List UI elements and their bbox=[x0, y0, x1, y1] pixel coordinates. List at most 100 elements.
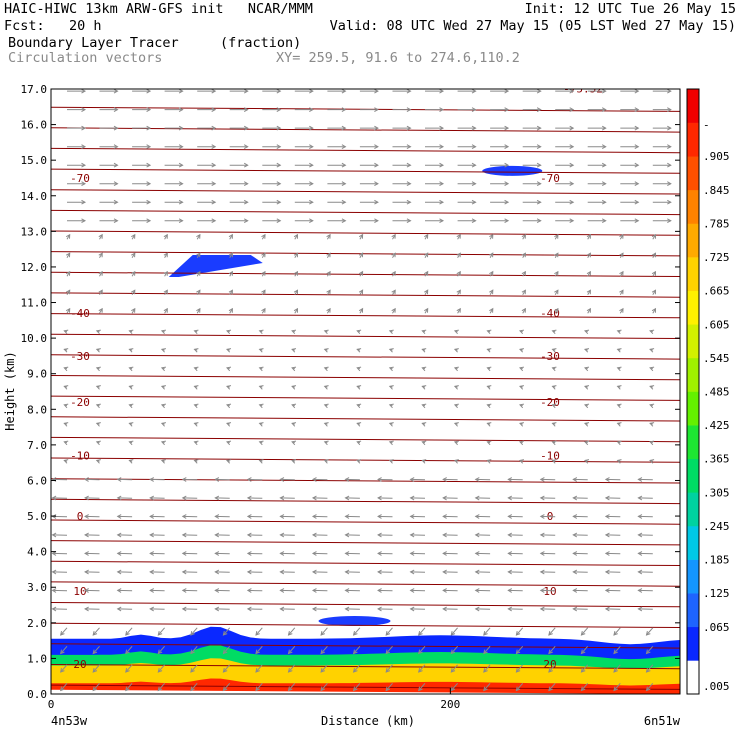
isotherm-line bbox=[51, 519, 680, 525]
circulation-vector-head bbox=[601, 89, 607, 94]
circulation-vector-head bbox=[279, 569, 285, 575]
circulation-vector-head bbox=[309, 218, 314, 224]
circulation-vector-head bbox=[388, 440, 394, 446]
circulation-vector-head bbox=[645, 630, 651, 636]
isotherm-label: -10 bbox=[70, 450, 90, 463]
circulation-vector-head bbox=[374, 181, 379, 187]
circulation-vector-head bbox=[279, 551, 285, 556]
circulation-vector-head bbox=[486, 348, 492, 353]
circulation-vector-head bbox=[320, 686, 325, 692]
circulation-vector-head bbox=[604, 495, 610, 501]
circulation-vector-head bbox=[548, 630, 553, 636]
circulation-vector-head bbox=[616, 403, 622, 409]
circulation-vector-head bbox=[276, 107, 282, 113]
circulation-vector-head bbox=[439, 89, 445, 94]
circulation-vector-head bbox=[341, 125, 347, 131]
circulation-vector-head bbox=[507, 514, 513, 519]
circulation-vector-head bbox=[519, 366, 524, 372]
circulation-vector-head bbox=[358, 252, 364, 258]
circulation-vector-head bbox=[388, 422, 394, 427]
circulation-vector-head bbox=[649, 348, 655, 353]
circulation-vector-head bbox=[456, 289, 461, 295]
circulation-vector-head bbox=[613, 630, 618, 636]
circulation-vector-head bbox=[439, 181, 445, 187]
isotherm-label: 10 bbox=[73, 585, 86, 598]
circulation-vector-head bbox=[116, 532, 122, 538]
circulation-vector bbox=[548, 627, 556, 636]
circulation-vector-head bbox=[645, 686, 651, 692]
circulation-vector-head bbox=[580, 649, 586, 655]
circulation-vector-head bbox=[63, 459, 69, 464]
circulation-vector-head bbox=[196, 252, 201, 258]
circulation-vector-head bbox=[651, 307, 657, 313]
circulation-vector-head bbox=[51, 588, 57, 593]
circulation-vector bbox=[190, 627, 198, 636]
circulation-vector bbox=[353, 627, 361, 636]
circulation-vector-head bbox=[320, 649, 325, 655]
circulation-vector-head bbox=[515, 649, 521, 655]
circulation-vector-head bbox=[128, 385, 134, 390]
circulation-vector-head bbox=[551, 366, 557, 372]
circulation-vector-head bbox=[515, 686, 521, 692]
circulation-vector-head bbox=[326, 233, 331, 239]
circulation-vector-head bbox=[84, 588, 89, 593]
circulation-vector-head bbox=[323, 329, 329, 335]
circulation-vector-head bbox=[377, 495, 382, 501]
circulation-vector bbox=[60, 627, 68, 636]
circulation-vector-head bbox=[471, 144, 477, 150]
y-tick-label: 10.0 bbox=[21, 332, 48, 345]
circulation-vector-head bbox=[352, 686, 358, 692]
circulation-vector-head bbox=[539, 514, 545, 519]
circulation-vector-head bbox=[81, 218, 87, 224]
circulation-vector-head bbox=[483, 649, 488, 655]
circulation-vector-head bbox=[95, 459, 101, 464]
circulation-vector-head bbox=[649, 459, 655, 464]
plot-frame bbox=[50, 88, 681, 695]
circulation-vector-head bbox=[548, 649, 553, 655]
isotherm-line bbox=[51, 333, 680, 339]
circulation-vector bbox=[190, 664, 198, 673]
circulation-vector-head bbox=[377, 606, 382, 612]
circulation-vector-head bbox=[222, 630, 228, 636]
circulation-vector-head bbox=[95, 348, 101, 353]
circulation-vector-head bbox=[116, 477, 122, 482]
isotherm-label: 20 bbox=[73, 658, 86, 671]
circulation-vector-head bbox=[116, 588, 122, 593]
circulation-vector-head bbox=[456, 233, 461, 239]
circulation-vector-head bbox=[63, 440, 69, 446]
circulation-vector-head bbox=[178, 199, 184, 205]
circulation-vector-head bbox=[377, 477, 382, 482]
circulation-vector-head bbox=[246, 551, 252, 556]
circulation-vector-head bbox=[211, 144, 217, 150]
circulation-vector-head bbox=[637, 532, 643, 538]
circulation-vector bbox=[125, 664, 133, 673]
circulation-vector-head bbox=[406, 199, 412, 205]
circulation-vector-head bbox=[65, 289, 71, 295]
circulation-vector-head bbox=[374, 218, 379, 224]
circulation-vector-head bbox=[637, 569, 643, 575]
colorbar-label: .065 bbox=[703, 621, 730, 634]
circulation-vector-head bbox=[551, 385, 557, 390]
circulation-vector-head bbox=[190, 667, 195, 673]
circulation-vector-head bbox=[228, 307, 233, 313]
circulation-vector-head bbox=[160, 459, 166, 464]
circulation-vector-head bbox=[214, 569, 220, 575]
circulation-vector-head bbox=[323, 440, 329, 446]
circulation-vector bbox=[320, 682, 328, 691]
circulation-vector-head bbox=[637, 551, 643, 556]
circulation-vector-head bbox=[471, 125, 477, 131]
circulation-vector-head bbox=[193, 366, 199, 372]
circulation-vector-head bbox=[406, 181, 412, 187]
circulation-vector-head bbox=[439, 107, 445, 113]
circulation-vector-head bbox=[309, 125, 314, 131]
circulation-vector-head bbox=[258, 422, 264, 427]
circulation-vector-head bbox=[311, 495, 317, 501]
circulation-vector-head bbox=[113, 218, 119, 224]
circulation-vector-head bbox=[51, 606, 57, 612]
circulation-vector-head bbox=[63, 403, 69, 409]
circulation-vector bbox=[450, 682, 458, 691]
circulation-vector-head bbox=[276, 144, 282, 150]
circulation-vector-head bbox=[586, 233, 591, 239]
circulation-vector-head bbox=[651, 289, 657, 295]
circulation-vector-head bbox=[504, 199, 510, 205]
